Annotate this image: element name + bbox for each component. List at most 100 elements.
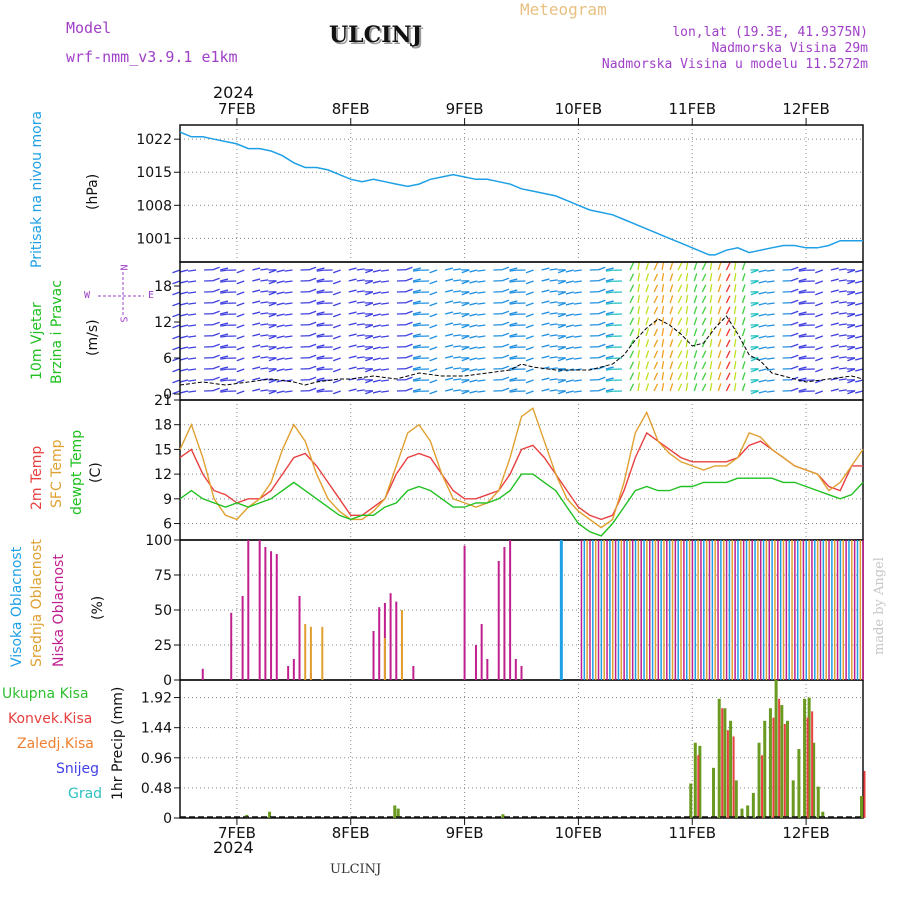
cloud-bar-dense: [796, 540, 799, 680]
wind-arrow: [661, 262, 665, 271]
wind-arrow: [766, 335, 775, 338]
wind-arrow: [645, 383, 650, 392]
wind-arrow: [412, 278, 421, 282]
wind-arrow: [211, 310, 220, 315]
wind-arrow: [380, 335, 390, 338]
wind-arrow: [211, 332, 220, 337]
wind-arrow: [798, 333, 807, 337]
wind-arrow: [348, 388, 357, 392]
wind-arrow: [741, 317, 746, 326]
wind-arrow: [838, 378, 847, 381]
wind-arrow: [220, 377, 229, 381]
wind-arrow: [188, 368, 197, 371]
legend-frozen: Zaledj.Kisa: [17, 736, 94, 752]
wind-arrow: [268, 357, 277, 362]
wind-arrow: [356, 334, 365, 337]
wind-arrow: [252, 377, 261, 381]
wind-arrow: [677, 372, 683, 381]
wind-arrow: [549, 345, 558, 348]
wind-arrow: [429, 357, 438, 362]
wind-arrow: [573, 324, 582, 327]
wind-arrow: [211, 354, 220, 359]
wind-arrow: [677, 306, 683, 315]
wind-arrow: [332, 357, 341, 362]
wind-arrow: [220, 346, 229, 349]
wind-arrow: [509, 377, 518, 381]
wind-arrow: [709, 383, 713, 392]
cloud-bar-dense: [611, 540, 614, 680]
wind-arrow: [188, 346, 197, 349]
wind-arrow: [637, 372, 641, 381]
wind-arrow: [661, 295, 665, 304]
wind-arrow: [815, 302, 824, 307]
bottom-day-label: 10FEB: [555, 824, 602, 842]
wind-arrow: [469, 291, 478, 295]
wind-arrow: [380, 379, 390, 382]
wind-arrow: [605, 278, 614, 282]
cloud-bar-dense: [802, 540, 805, 680]
y-tick-label: 0: [163, 387, 172, 403]
wind-arrow: [597, 354, 606, 359]
wind-arrow: [830, 278, 839, 282]
wind-arrow: [741, 372, 746, 381]
wind-arrow: [509, 278, 518, 282]
wind-arrow: [573, 335, 582, 338]
wind-arrow: [413, 379, 422, 382]
cloud-bar-dense: [805, 540, 808, 680]
cloud-bar: [400, 610, 403, 680]
wind-arrow: [605, 269, 614, 272]
wind-arrow: [830, 377, 839, 381]
wind-compass: N W E S: [82, 262, 162, 332]
wind-arrow: [709, 317, 713, 326]
wind-arrow: [404, 299, 413, 304]
cloud-bar-dense: [651, 540, 654, 680]
wind-arrow: [509, 355, 518, 359]
wind-arrow: [605, 346, 614, 349]
wind-arrow: [605, 313, 614, 316]
precip-bar: [791, 780, 795, 818]
wind-arrow: [365, 324, 374, 329]
wind-arrow: [316, 368, 325, 371]
precip-bar: [860, 796, 863, 818]
wind-arrow: [372, 280, 382, 284]
compass-west: W: [84, 290, 91, 301]
wind-arrow: [855, 368, 864, 372]
wind-arrow: [404, 354, 413, 359]
wind-arrow: [790, 321, 799, 326]
wind-arrow: [798, 357, 807, 360]
wind-arrow: [284, 357, 293, 360]
wind-arrow: [236, 324, 245, 329]
wind-arrow: [685, 328, 689, 337]
wind-arrow: [453, 323, 462, 326]
wind-arrow: [211, 321, 220, 326]
cloud-bar-dense: [779, 540, 782, 680]
wind-arrow: [365, 313, 374, 318]
wind-arrow: [815, 335, 824, 340]
wind-arrow: [477, 291, 486, 294]
wind-arrow: [348, 322, 357, 326]
cloud-bar-dense: [822, 540, 825, 680]
wind-arrow: [605, 368, 614, 371]
wind-arrow: [180, 313, 189, 317]
wind-arrow: [236, 346, 245, 351]
wind-arrow: [180, 280, 189, 284]
wind-arrow: [855, 269, 864, 273]
wind-arrow: [549, 279, 558, 282]
wind-arrow: [501, 277, 510, 282]
wind-arrow: [758, 291, 767, 295]
wind-arrow: [316, 357, 325, 360]
wind-arrow: [220, 269, 229, 272]
cloud-bar: [321, 626, 324, 680]
wind-arrow: [380, 302, 390, 305]
wind-arrow: [847, 280, 856, 285]
wind-arrow: [477, 313, 486, 316]
wind-arrow: [629, 262, 635, 271]
wind-arrow: [629, 328, 635, 337]
cloud-bar-dense: [600, 540, 603, 680]
cloud-bar: [497, 561, 500, 680]
wind-arrow: [268, 368, 277, 373]
wind-arrow: [798, 335, 807, 338]
cloud-bar-dense: [765, 540, 768, 680]
wind-arrow: [597, 266, 606, 271]
wind-arrow: [453, 367, 462, 370]
